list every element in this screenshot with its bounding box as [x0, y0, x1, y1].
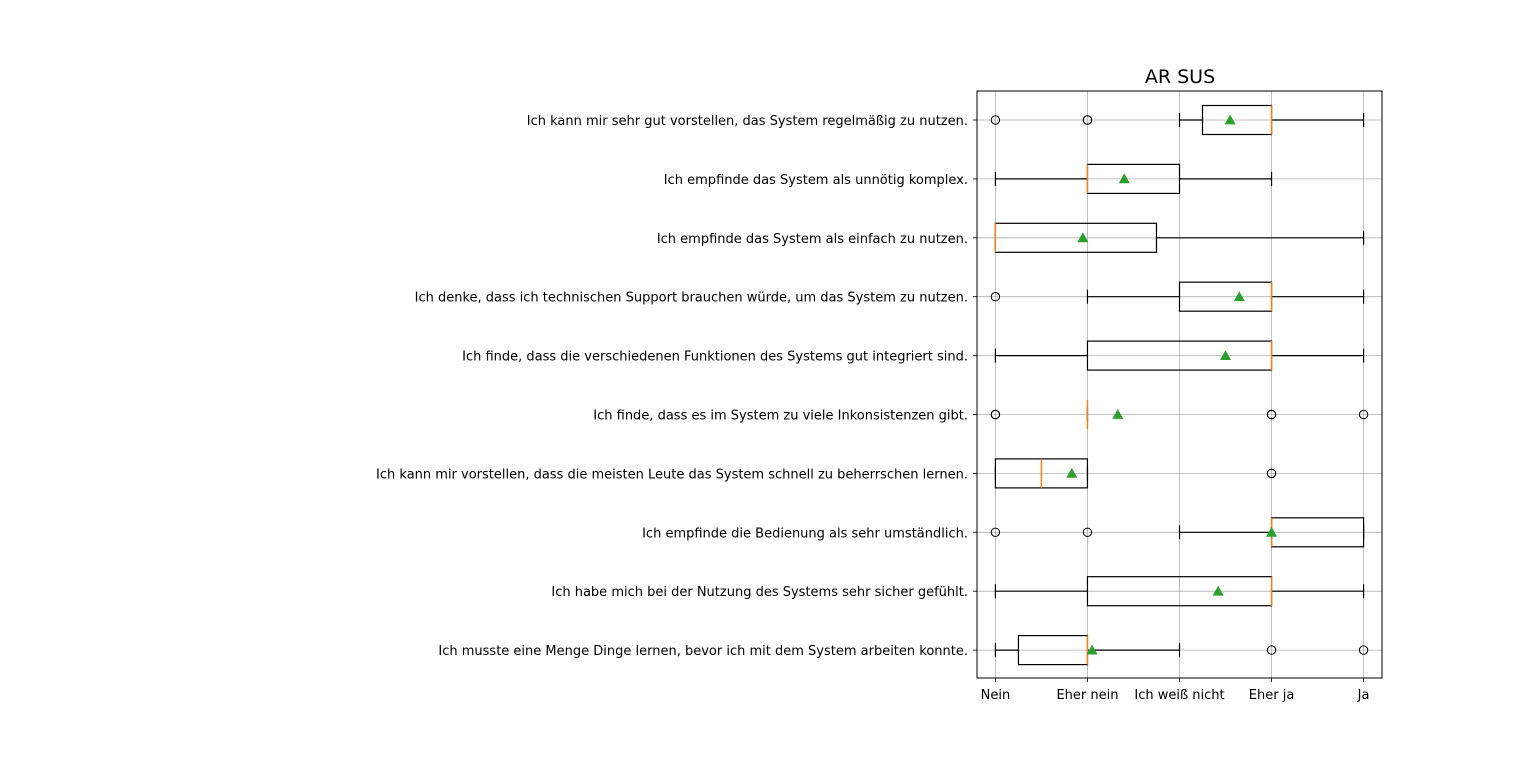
outlier-point [1266, 409, 1277, 420]
outlier-point [1266, 468, 1277, 479]
mean-marker [1266, 526, 1278, 537]
x-tick-label: Ich weiß nicht [1134, 688, 1224, 703]
outlier-point [1266, 645, 1277, 655]
mean-marker [1233, 291, 1245, 302]
box-group [990, 104, 1365, 136]
outlier-point [990, 115, 1001, 125]
y-tick-label: Ich musste eine Menge Dinge lernen, bevo… [438, 644, 968, 659]
y-tick-label: Ich habe mich bei der Nutzung des System… [551, 585, 968, 600]
y-tick-label: Ich kann mir vorstellen, dass die meiste… [376, 467, 968, 482]
mean-marker [1112, 409, 1124, 419]
x-axis-labels: Nein Eher nein Ich weiß nicht Eher ja Ja [981, 678, 1370, 703]
outlier-point [1082, 527, 1093, 537]
outlier-point [990, 292, 1001, 302]
x-tick-label: Ja [1357, 688, 1370, 703]
x-tick-label: Eher nein [1056, 688, 1118, 703]
box-group [994, 163, 1273, 194]
mean-marker [1118, 173, 1130, 184]
box-group [990, 400, 1369, 429]
y-tick-label: Ich empfinde das System als unnötig komp… [664, 173, 968, 188]
box-group [994, 222, 1365, 253]
mean-marker [1220, 350, 1232, 360]
box-group [994, 576, 1365, 607]
boxes-layer [990, 104, 1369, 666]
box-group [990, 281, 1365, 312]
y-axis-labels: Ich kann mir sehr gut vorstellen, das Sy… [376, 114, 977, 659]
outlier-point [990, 527, 1001, 537]
mean-marker [1077, 232, 1089, 243]
box-group [994, 458, 1277, 489]
mean-marker [1224, 114, 1236, 125]
plot-frame [976, 90, 1383, 679]
box-group [994, 634, 1369, 666]
mean-marker [1212, 585, 1224, 596]
y-tick-label: Ich kann mir sehr gut vorstellen, das Sy… [527, 114, 968, 129]
outlier-point [1358, 409, 1369, 420]
y-tick-label: Ich finde, dass die verschiedenen Funkti… [462, 350, 968, 365]
box-group [994, 340, 1365, 371]
x-tick-label: Eher ja [1249, 688, 1295, 703]
mean-marker [1066, 467, 1078, 478]
outlier-point [990, 409, 1001, 420]
y-tick-label: Ich empfinde die Bedienung als sehr umst… [642, 526, 968, 541]
y-tick-label: Ich empfinde das System als einfach zu n… [657, 232, 968, 247]
y-tick-label: Ich finde, dass es im System zu viele In… [593, 409, 968, 424]
mean-marker [1086, 644, 1098, 655]
x-tick-label: Nein [981, 688, 1011, 703]
y-tick-label: Ich denke, dass ich technischen Support … [415, 291, 968, 306]
outlier-point [1082, 115, 1093, 125]
chart-title: AR SUS [1145, 66, 1215, 88]
outlier-point [1358, 645, 1369, 655]
box-group [990, 517, 1365, 548]
